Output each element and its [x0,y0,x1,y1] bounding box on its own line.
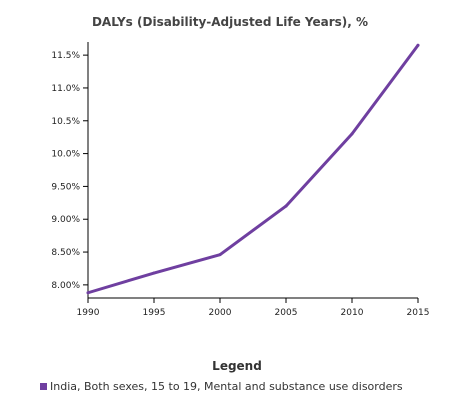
x-tick-label: 2010 [341,308,364,318]
data-point [152,271,156,275]
data-point [284,204,288,208]
y-tick-label: 11.5% [51,51,80,61]
data-point [218,253,222,257]
legend-items: India, Both sexes, 15 to 19, Mental and … [40,380,403,393]
chart-title: DALYs (Disability-Adjusted Life Years), … [92,15,368,29]
y-tick-label: 8.00% [51,281,80,291]
y-tick-label: 10.0% [51,150,80,160]
legend-title: Legend [212,359,262,373]
y-tick-label: 10.5% [51,117,80,127]
data-point [350,132,354,136]
x-tick-label: 1995 [143,308,166,318]
legend: Legend India, Both sexes, 15 to 19, Ment… [40,359,403,393]
y-tick-label: 9.00% [51,215,80,225]
x-tick-label: 2000 [209,308,232,318]
x-tick-label: 2015 [407,308,430,318]
legend-item-label: India, Both sexes, 15 to 19, Mental and … [50,380,403,393]
data-point [416,43,420,47]
y-tick-label: 11.0% [51,84,80,94]
x-tick-label: 1990 [77,308,100,318]
y-tick-label: 9.50% [51,182,80,192]
series-line [86,43,420,295]
legend-swatch [40,383,47,390]
data-point [86,291,90,295]
x-tick-label: 2005 [275,308,298,318]
plot-area: 8.00% 8.50% 9.00% 9.50% 10.0% 10.5% 11.0% 11.5%… [51,42,429,318]
y-tick-label: 8.50% [51,248,80,258]
